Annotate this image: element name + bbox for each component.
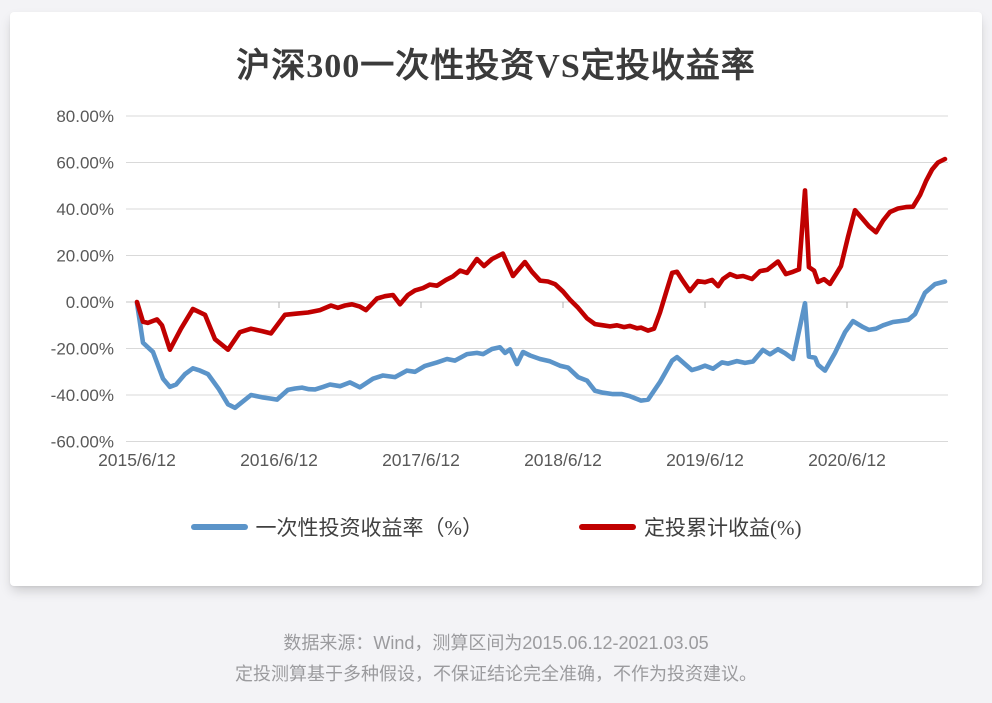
x-axis-tick-label: 2019/6/12 (666, 450, 744, 470)
y-axis-tick-label: -60.00% (51, 433, 114, 452)
y-axis-tick-label: 60.00% (56, 154, 114, 173)
legend-label-regular-plan: 定投累计收益(%) (644, 516, 802, 540)
y-axis-tick-label: 80.00% (56, 107, 114, 126)
chart-card: 沪深300一次性投资VS定投收益率 80.00% 60.00% 40.00% 20.0… (10, 12, 982, 586)
chart-title: 沪深300一次性投资VS定投收益率 (236, 48, 756, 85)
x-axis-tick-label: 2015/6/12 (98, 450, 176, 470)
x-axis-tick-label: 2020/6/12 (808, 450, 886, 470)
footer-disclaimer-line: 定投测算基于多种假设，不保证结论完全准确，不作为投资建议。 (235, 664, 757, 684)
one-time-line-marker-icon (190, 524, 248, 530)
legend-label-one-time: 一次性投资收益率（%） (255, 516, 484, 540)
y-axis-tick-label: 20.00% (56, 247, 114, 266)
regular-plan-return-line (134, 156, 948, 353)
x-axis-tick-label: 2017/6/12 (382, 450, 460, 470)
line-chart: 80.00% 60.00% 40.00% 20.00% 0.00% -20.00% -40.… (51, 107, 948, 470)
y-axis-tick-label: 40.00% (56, 200, 114, 219)
x-axis-tick-label: 2016/6/12 (240, 450, 318, 470)
y-axis-tick-label: -20.00% (51, 340, 114, 359)
regular-plan-line-marker-icon (579, 524, 636, 530)
legend-item-regular-plan: 定投累计收益(%) (579, 512, 801, 542)
footer-disclaimer: 数据来源：Wind，测算区间为2015.06.12-2021.03.05 定投测… (0, 628, 992, 690)
x-axis-tick-label: 2018/6/12 (524, 450, 602, 470)
legend-item-one-time: 一次性投资收益率（%） (190, 512, 484, 542)
y-axis-tick-label: -40.00% (51, 386, 114, 405)
legend: 一次性投资收益率（%） 定投累计收益(%) (10, 512, 982, 542)
one-time-return-line (134, 279, 948, 411)
y-axis-tick-label: 0.00% (66, 293, 114, 312)
footer-source-line: 数据来源：Wind，测算区间为2015.06.12-2021.03.05 (283, 633, 709, 653)
